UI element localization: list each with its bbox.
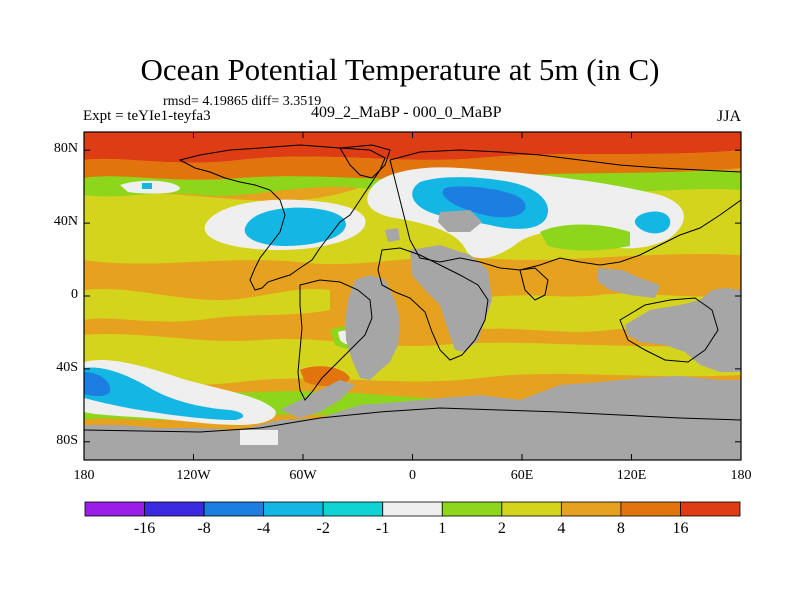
x-tick-label: 60E bbox=[510, 468, 534, 483]
colorbar-swatch bbox=[84, 501, 145, 517]
colorbar-swatch bbox=[203, 501, 265, 517]
colorbar-label: 1 bbox=[438, 520, 447, 537]
colorbar-swatch bbox=[620, 501, 681, 517]
colorbar-label: 2 bbox=[497, 520, 506, 537]
y-tick-label: 40S bbox=[56, 359, 78, 375]
colorbar-label: -4 bbox=[256, 520, 271, 537]
colorbar-label: -16 bbox=[133, 520, 156, 537]
tropical-yellow bbox=[84, 288, 330, 322]
colorbar-label: -1 bbox=[376, 520, 390, 537]
outline-antarctica bbox=[84, 407, 741, 433]
x-tick-label: 180 bbox=[73, 468, 95, 483]
season-label: JJA bbox=[717, 108, 742, 125]
colorbar-swatch bbox=[263, 501, 324, 517]
south-yellow-belt bbox=[84, 333, 741, 385]
x-tick-label: 120W bbox=[176, 468, 211, 483]
y-tick-label: 80N bbox=[53, 141, 78, 157]
colorbar-swatch bbox=[501, 501, 562, 517]
eurasia-green-east bbox=[540, 224, 630, 251]
land-australia bbox=[625, 288, 741, 372]
axis-ticks bbox=[83, 132, 742, 460]
x-tick-label: 0 bbox=[409, 468, 416, 483]
colorbar-swatch bbox=[560, 501, 622, 517]
outline-africa bbox=[377, 247, 489, 361]
eurasia-cyan-east bbox=[634, 211, 671, 234]
colorbar-swatch bbox=[441, 501, 503, 517]
spac-cyan bbox=[84, 367, 244, 420]
land-africa bbox=[410, 245, 492, 352]
outline-north-america bbox=[178, 144, 386, 291]
colorbar bbox=[84, 501, 741, 517]
arctic-red bbox=[84, 132, 741, 163]
y-tick-label: 80S bbox=[56, 432, 78, 448]
spac-blue bbox=[84, 372, 111, 396]
stats-line: rmsd= 4.19865 diff= 3.3519 bbox=[163, 94, 322, 109]
x-tick-label: 60W bbox=[289, 468, 317, 483]
land-south-america bbox=[345, 275, 400, 380]
outline-australia bbox=[619, 297, 719, 363]
nw-cyan-spot bbox=[142, 183, 152, 189]
colorbar-label: 4 bbox=[557, 520, 566, 537]
outline-greenland bbox=[339, 144, 391, 179]
colorbar-swatch bbox=[382, 501, 443, 517]
map-title: Ocean Potential Temperature at 5m (in C) bbox=[140, 52, 660, 87]
colorbar-swatch bbox=[322, 501, 384, 517]
colorbar-label: -8 bbox=[197, 520, 211, 537]
y-tick-label: 40N bbox=[53, 214, 78, 230]
y-tick-label: 0 bbox=[71, 287, 78, 302]
land-antarctic-peninsula bbox=[280, 380, 355, 418]
colorbar-label: -2 bbox=[316, 520, 330, 537]
experiment-label: Expt = teYIe1-teyfa3 bbox=[83, 108, 211, 124]
x-tick-label: 180 bbox=[730, 468, 752, 483]
land-asia-south bbox=[438, 210, 482, 232]
arctic-dark-orange bbox=[84, 150, 741, 180]
npac-cyan bbox=[244, 207, 346, 246]
outline-india bbox=[519, 267, 549, 301]
eurasia-blue bbox=[442, 186, 526, 218]
colorbar-swatch bbox=[680, 501, 741, 517]
colorbar-label: 8 bbox=[616, 520, 625, 537]
colorbar-label: 16 bbox=[672, 520, 689, 537]
land-europe-spot bbox=[385, 228, 400, 242]
center-label: 409_2_MaBP - 000_0_MaBP bbox=[311, 104, 502, 121]
outline-south-america bbox=[297, 279, 373, 401]
outline-eurasia bbox=[389, 149, 741, 271]
x-tick-label: 120E bbox=[616, 468, 647, 483]
colorbar-swatch bbox=[144, 501, 205, 517]
coastline-outlines bbox=[84, 144, 741, 433]
land-indonesia bbox=[598, 268, 660, 298]
map-field bbox=[84, 132, 741, 460]
land-white-notch bbox=[240, 430, 278, 445]
spac-white bbox=[84, 360, 276, 425]
red-spot-pac bbox=[300, 366, 350, 387]
